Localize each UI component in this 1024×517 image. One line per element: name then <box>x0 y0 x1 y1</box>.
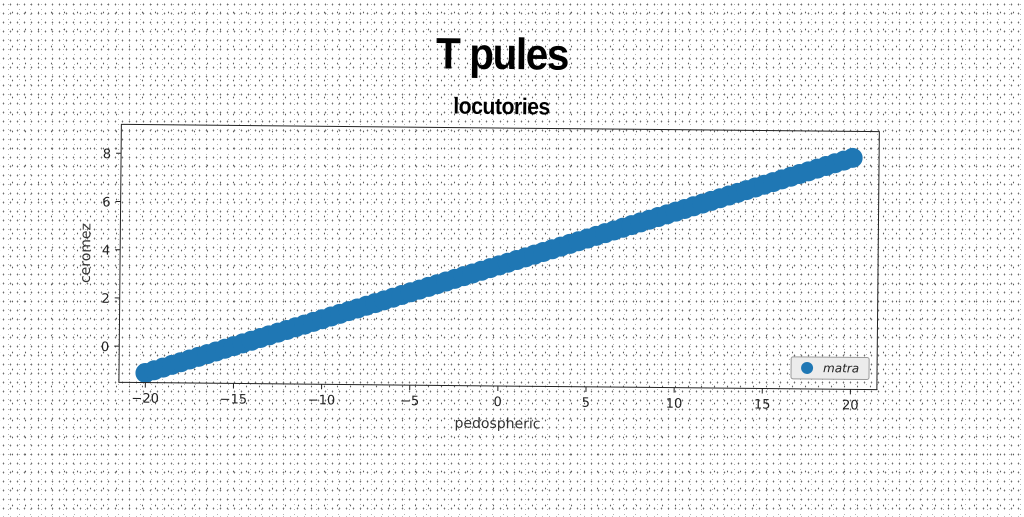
data-point <box>843 148 863 168</box>
y-tick-label: 6 <box>102 195 110 210</box>
x-tick-label: 5 <box>582 396 590 411</box>
legend: matra <box>791 357 869 380</box>
y-tick-label: 8 <box>103 147 111 162</box>
y-tick-label: 4 <box>102 244 110 259</box>
x-tick-label: −10 <box>308 393 336 408</box>
x-tick-label: −20 <box>131 391 159 406</box>
x-axis: −20 −15 −10 −5 0 5 10 15 20 <box>131 382 858 413</box>
x-tick-label: 0 <box>494 395 502 410</box>
x-tick-label: 15 <box>754 397 771 412</box>
y-axis-label: ceromez <box>78 223 95 283</box>
x-tick-label: 20 <box>842 398 859 413</box>
legend-marker <box>801 362 813 374</box>
x-axis-label: pedospheric <box>454 416 540 433</box>
y-tick-label: 0 <box>101 340 109 355</box>
x-tick-label: −5 <box>400 394 419 409</box>
x-tick-label: −15 <box>220 392 248 407</box>
plot-area <box>135 141 862 390</box>
y-tick-label: 2 <box>101 292 109 307</box>
x-tick-label: 10 <box>666 397 683 412</box>
legend-label: matra <box>823 361 859 375</box>
y-axis: 0 2 4 6 8 <box>101 147 121 355</box>
